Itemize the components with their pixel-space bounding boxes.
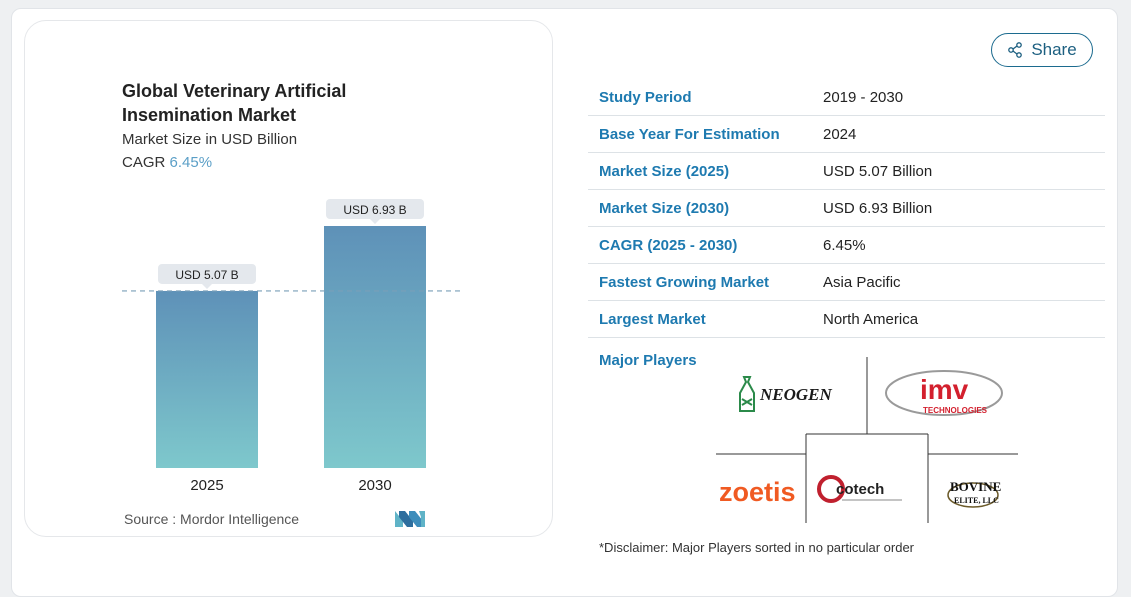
cagr-value: 6.45% [169,154,213,171]
cotech-text: cotech [836,481,884,498]
major-players-label: Major Players [599,352,697,369]
table-row: Study Period 2019 - 2030 [588,79,1105,116]
row-label[interactable]: CAGR (2025 - 2030) [599,236,738,254]
chart-cagr: CAGR 6.45% [122,154,212,171]
row-value: North America [823,310,919,328]
data-label-pointer [202,283,212,289]
row-label[interactable]: Market Size (2030) [599,199,730,217]
bovine-sub-text: ELITE, LLC [954,496,999,505]
data-label-bg [158,263,256,284]
row-value: 2019 - 2030 [823,88,904,106]
table-row: Market Size (2025) USD 5.07 Billion [588,153,1105,190]
data-label-pointer [370,219,380,224]
bar-2030 [324,226,426,468]
share-button[interactable]: Share [991,33,1093,67]
cotech-logo: cotech [817,475,902,503]
row-value: Asia Pacific [823,273,901,291]
chart-subtitle: Market Size in USD Billion [122,131,298,148]
table-row: Fastest Growing Market Asia Pacific [588,264,1105,301]
x-tick-label: 2025 [190,477,223,494]
table-row: Market Size (2030) USD 6.93 Billion [588,190,1105,227]
row-value: 6.45% [823,236,866,254]
share-icon [1008,42,1023,58]
mordor-intelligence-logo [395,511,425,527]
market-summary-table: Study Period 2019 - 2030 Base Year For Es… [588,79,1105,338]
share-label: Share [1031,40,1077,59]
cagr-label: CAGR [122,154,166,171]
data-label: USD 6.93 B [343,203,406,217]
neogen-logo: NEOGEN [739,376,833,412]
row-label[interactable]: Base Year For Estimation [599,125,780,143]
row-label[interactable]: Fastest Growing Market [599,273,770,291]
source-text: Source : Mordor Intelligence [124,511,300,527]
row-label[interactable]: Largest Market [599,310,706,328]
table-row: CAGR (2025 - 2030) 6.45% [588,227,1105,264]
neogen-text: NEOGEN [759,385,833,404]
imv-logo: imv TECHNOLOGIES [885,370,1003,416]
row-value: USD 6.93 Billion [823,199,933,217]
row-label[interactable]: Study Period [599,88,692,106]
bovine-elite-logo: BOVINE ELITE, LLC [947,479,1001,508]
x-tick-label: 2030 [358,477,391,494]
zoetis-logo: zoetis [719,477,796,507]
bar-2025 [156,290,258,468]
bovine-text: BOVINE [950,479,1001,494]
data-label-bg [326,199,424,219]
disclaimer: *Disclaimer: Major Players sorted in no … [599,540,915,555]
row-label[interactable]: Market Size (2025) [599,162,730,180]
row-value: 2024 [823,125,857,143]
table-row: Base Year For Estimation 2024 [588,116,1105,153]
row-value: USD 5.07 Billion [823,162,933,180]
major-players-grid: NEOGEN imv TECHNOLOGIES zoetis cotech BO… [716,357,1018,523]
imv-text: imv [920,374,969,405]
chart-title: Global Veterinary Artificial Inseminatio… [122,81,347,125]
imv-sub-text: TECHNOLOGIES [923,406,988,415]
chart-card: Global Veterinary Artificial Inseminatio… [24,20,553,537]
data-label: USD 5.07 B [175,268,238,282]
bar-chart: USD 5.07 B 2025 USD 6.93 B 2030 [122,199,462,494]
zoetis-text: zoetis [719,477,796,507]
table-row: Largest Market North America [588,301,1105,338]
